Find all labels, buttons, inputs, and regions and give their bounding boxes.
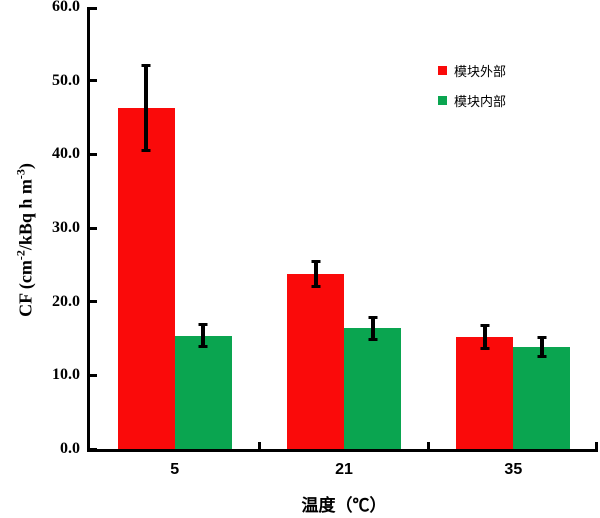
bar-模块内部-5 xyxy=(174,335,232,449)
legend-item: 模块外部 xyxy=(438,61,506,80)
error-bar xyxy=(482,323,487,351)
error-bar-top-cap xyxy=(311,259,320,263)
error-bar-bottom-cap xyxy=(537,355,547,359)
x-axis-tick xyxy=(427,442,431,449)
y-axis-tick-label: 40.0 xyxy=(52,145,80,163)
y-axis-tick-label: 60.0 xyxy=(52,0,80,15)
error-bar-bottom-cap xyxy=(480,347,490,351)
y-axis-title-segment: /kBq h m xyxy=(15,179,36,251)
error-bar-bottom-cap xyxy=(311,284,320,288)
error-bar-top-cap xyxy=(480,323,490,327)
bar-模块外部-35 xyxy=(456,337,514,449)
error-bar-bottom-cap xyxy=(368,337,377,341)
x-axis-tick-label: 21 xyxy=(335,461,353,478)
error-bar-top-cap xyxy=(198,323,208,327)
error-bar xyxy=(201,323,206,349)
y-axis-tick xyxy=(90,447,97,451)
error-bar xyxy=(313,259,318,288)
y-axis-tick-label: 30.0 xyxy=(52,219,80,236)
bar-模块外部-5 xyxy=(117,107,175,449)
error-bar-top-cap xyxy=(537,336,547,340)
y-axis-tick xyxy=(90,300,97,304)
x-axis-tick-label: 5 xyxy=(170,461,180,478)
legend-swatch-icon xyxy=(438,66,447,75)
y-axis-tick-label: 20.0 xyxy=(52,292,80,310)
legend-label: 模块内部 xyxy=(454,94,507,109)
bar-模块内部-21 xyxy=(344,328,401,449)
y-axis-tick-label: 50.0 xyxy=(52,71,80,89)
y-axis-tick xyxy=(90,7,97,10)
error-bar-bottom-cap xyxy=(198,345,208,349)
error-bar-bottom-cap xyxy=(141,149,151,153)
y-axis-title-segment: -3 xyxy=(13,169,28,180)
y-axis-tick xyxy=(90,79,97,83)
legend-label: 模块外部 xyxy=(454,64,507,79)
x-axis-tick xyxy=(257,442,261,449)
y-axis-tick xyxy=(90,152,97,156)
plot-area: 模块外部模块内部 温度（℃） 0.0 10.0 20.0 30.0 40.0 50.0 60… xyxy=(52,0,598,515)
x-axis-tick-label: 35 xyxy=(504,461,523,478)
bar-模块外部-21 xyxy=(287,273,344,449)
y-axis-title-segment: ) xyxy=(15,163,36,170)
error-bar-top-cap xyxy=(141,63,151,67)
y-axis-tick-label: 10.0 xyxy=(52,366,80,384)
legend-item: 模块内部 xyxy=(438,91,506,110)
error-bar xyxy=(370,315,375,341)
y-axis-tick-label: 0.0 xyxy=(60,440,80,457)
y-axis-tick xyxy=(90,226,97,230)
x-axis-title: 温度（℃） xyxy=(301,496,387,515)
y-axis-tick xyxy=(90,373,97,377)
x-axis-tick xyxy=(595,442,598,449)
error-bar-top-cap xyxy=(368,315,377,319)
bar-模块内部-35 xyxy=(513,347,571,449)
error-bar xyxy=(539,336,544,359)
legend: 模块外部 模块内部 xyxy=(438,61,506,121)
legend-swatch-icon xyxy=(438,96,447,105)
y-axis-title-segment: -2 xyxy=(13,250,28,261)
error-bar xyxy=(144,63,149,153)
